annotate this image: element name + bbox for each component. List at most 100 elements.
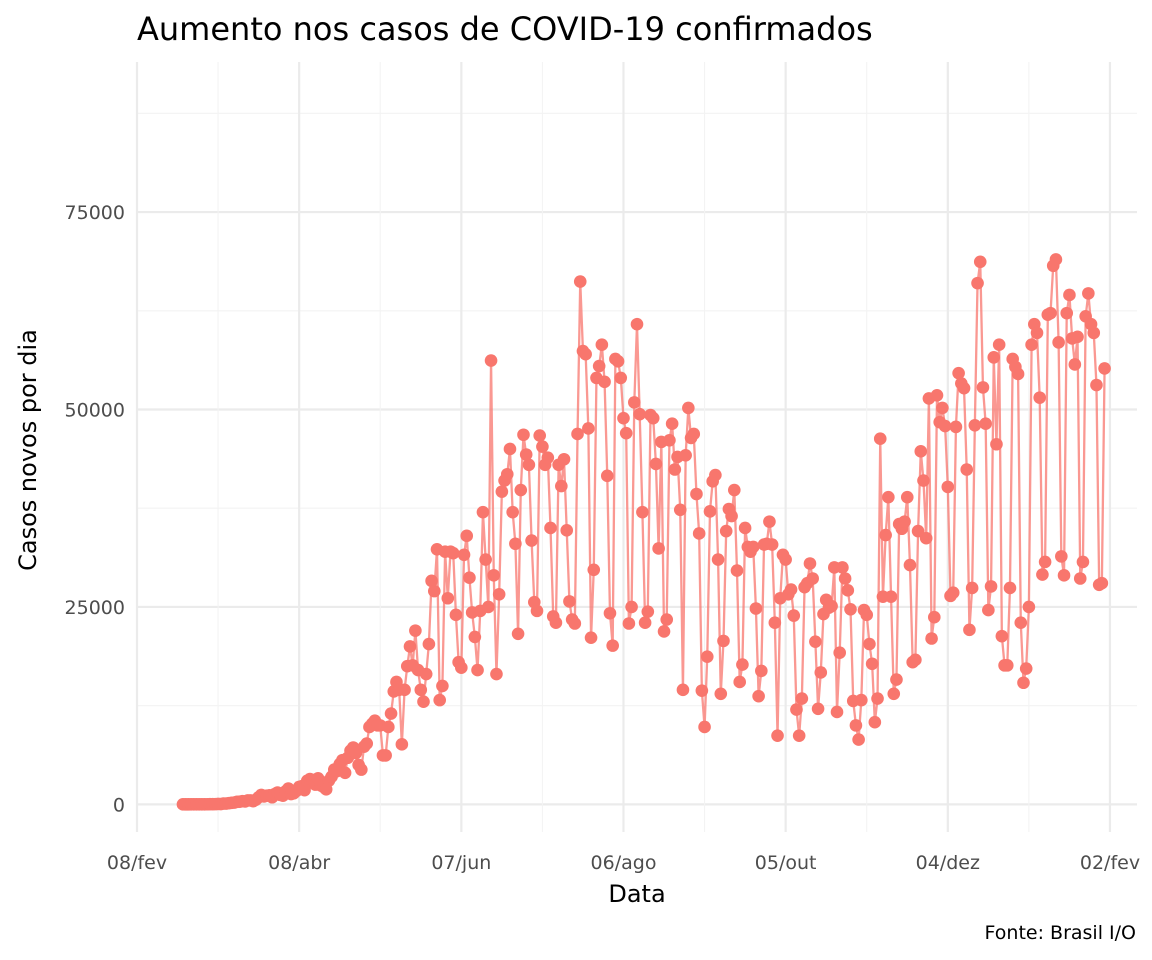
data-point	[771, 729, 784, 742]
data-point	[398, 683, 411, 697]
data-point	[960, 463, 974, 476]
data-point	[1033, 391, 1046, 404]
data-point	[765, 538, 779, 551]
data-point	[409, 624, 422, 637]
data-point	[360, 737, 374, 750]
data-point	[982, 603, 995, 617]
data-point	[1014, 616, 1028, 630]
data-point	[711, 553, 725, 566]
data-point	[384, 707, 398, 720]
data-point	[833, 646, 846, 660]
data-point	[995, 629, 1009, 643]
data-point	[1049, 253, 1063, 266]
data-point	[522, 458, 536, 472]
data-point	[471, 663, 484, 677]
data-point	[882, 490, 895, 504]
data-point	[1060, 306, 1074, 320]
x-tick-label: 08/abr	[268, 852, 330, 874]
data-point	[665, 417, 679, 431]
data-point	[898, 515, 911, 528]
data-point	[755, 664, 768, 678]
data-point	[679, 448, 692, 462]
x-tick-label: 07/jun	[431, 852, 491, 874]
y-axis-title: Casos novos por dia	[14, 329, 42, 571]
data-point	[457, 548, 471, 562]
data-point	[568, 617, 582, 630]
data-point	[763, 515, 776, 528]
data-point	[963, 623, 976, 637]
data-point	[695, 684, 709, 697]
chart-title: Aumento nos casos de COVID-19 confirmado…	[137, 10, 873, 48]
data-point	[792, 729, 806, 742]
data-point	[979, 417, 992, 431]
data-point	[617, 411, 630, 425]
data-point	[784, 583, 798, 596]
data-point	[690, 487, 703, 501]
data-point	[836, 561, 849, 574]
data-point	[900, 490, 914, 504]
data-point	[628, 396, 641, 409]
data-point	[1082, 287, 1095, 300]
data-point	[873, 432, 887, 446]
data-point	[611, 355, 625, 368]
data-point	[663, 433, 676, 447]
data-point	[1095, 576, 1109, 590]
data-point	[844, 602, 857, 616]
data-point	[436, 679, 449, 693]
data-point	[579, 347, 592, 361]
y-tick-label: 75000	[65, 202, 125, 224]
data-point	[703, 505, 717, 518]
data-point	[455, 661, 468, 675]
x-axis-title: Data	[608, 880, 665, 908]
data-point	[1044, 306, 1057, 320]
data-point	[841, 584, 855, 597]
x-tick-label: 04/dez	[916, 852, 980, 874]
data-point	[417, 695, 430, 708]
data-point	[865, 657, 879, 671]
data-point	[919, 531, 933, 545]
data-point	[1071, 330, 1084, 344]
y-axis-ticks: 0 25000 50000 75000	[65, 202, 125, 816]
data-point	[992, 338, 1006, 352]
series-points	[176, 253, 1111, 811]
data-point	[519, 448, 533, 461]
data-point	[811, 702, 825, 716]
data-point	[971, 276, 984, 290]
data-point	[414, 683, 428, 697]
data-point	[1030, 326, 1044, 340]
data-point	[825, 599, 838, 613]
data-point	[682, 401, 695, 415]
data-point	[533, 429, 546, 442]
data-point	[952, 366, 965, 380]
data-point	[530, 604, 544, 618]
y-tick-label: 50000	[65, 399, 125, 421]
data-point	[749, 602, 763, 615]
data-point	[603, 606, 617, 620]
data-point	[595, 338, 609, 352]
data-point	[484, 354, 498, 367]
data-point	[736, 658, 749, 671]
data-point	[884, 590, 898, 603]
data-point	[495, 485, 509, 498]
data-point	[395, 738, 409, 751]
data-point	[965, 581, 979, 595]
data-point	[511, 627, 525, 641]
data-point	[419, 667, 433, 681]
data-point	[468, 630, 482, 644]
data-point	[560, 524, 574, 537]
x-axis-ticks: 08/fev 08/abr 07/jun 06/ago 05/out 04/dez 02/f…	[107, 852, 1140, 874]
data-point	[768, 616, 782, 630]
data-point	[914, 445, 928, 458]
data-point	[549, 616, 563, 630]
data-point	[487, 569, 501, 582]
data-point	[668, 463, 682, 476]
data-point	[1003, 581, 1017, 595]
data-point	[622, 617, 636, 630]
data-point	[903, 558, 917, 572]
data-point	[649, 457, 663, 471]
data-point	[660, 613, 674, 626]
data-point	[746, 540, 760, 554]
data-point	[500, 467, 514, 481]
data-point	[860, 608, 874, 622]
